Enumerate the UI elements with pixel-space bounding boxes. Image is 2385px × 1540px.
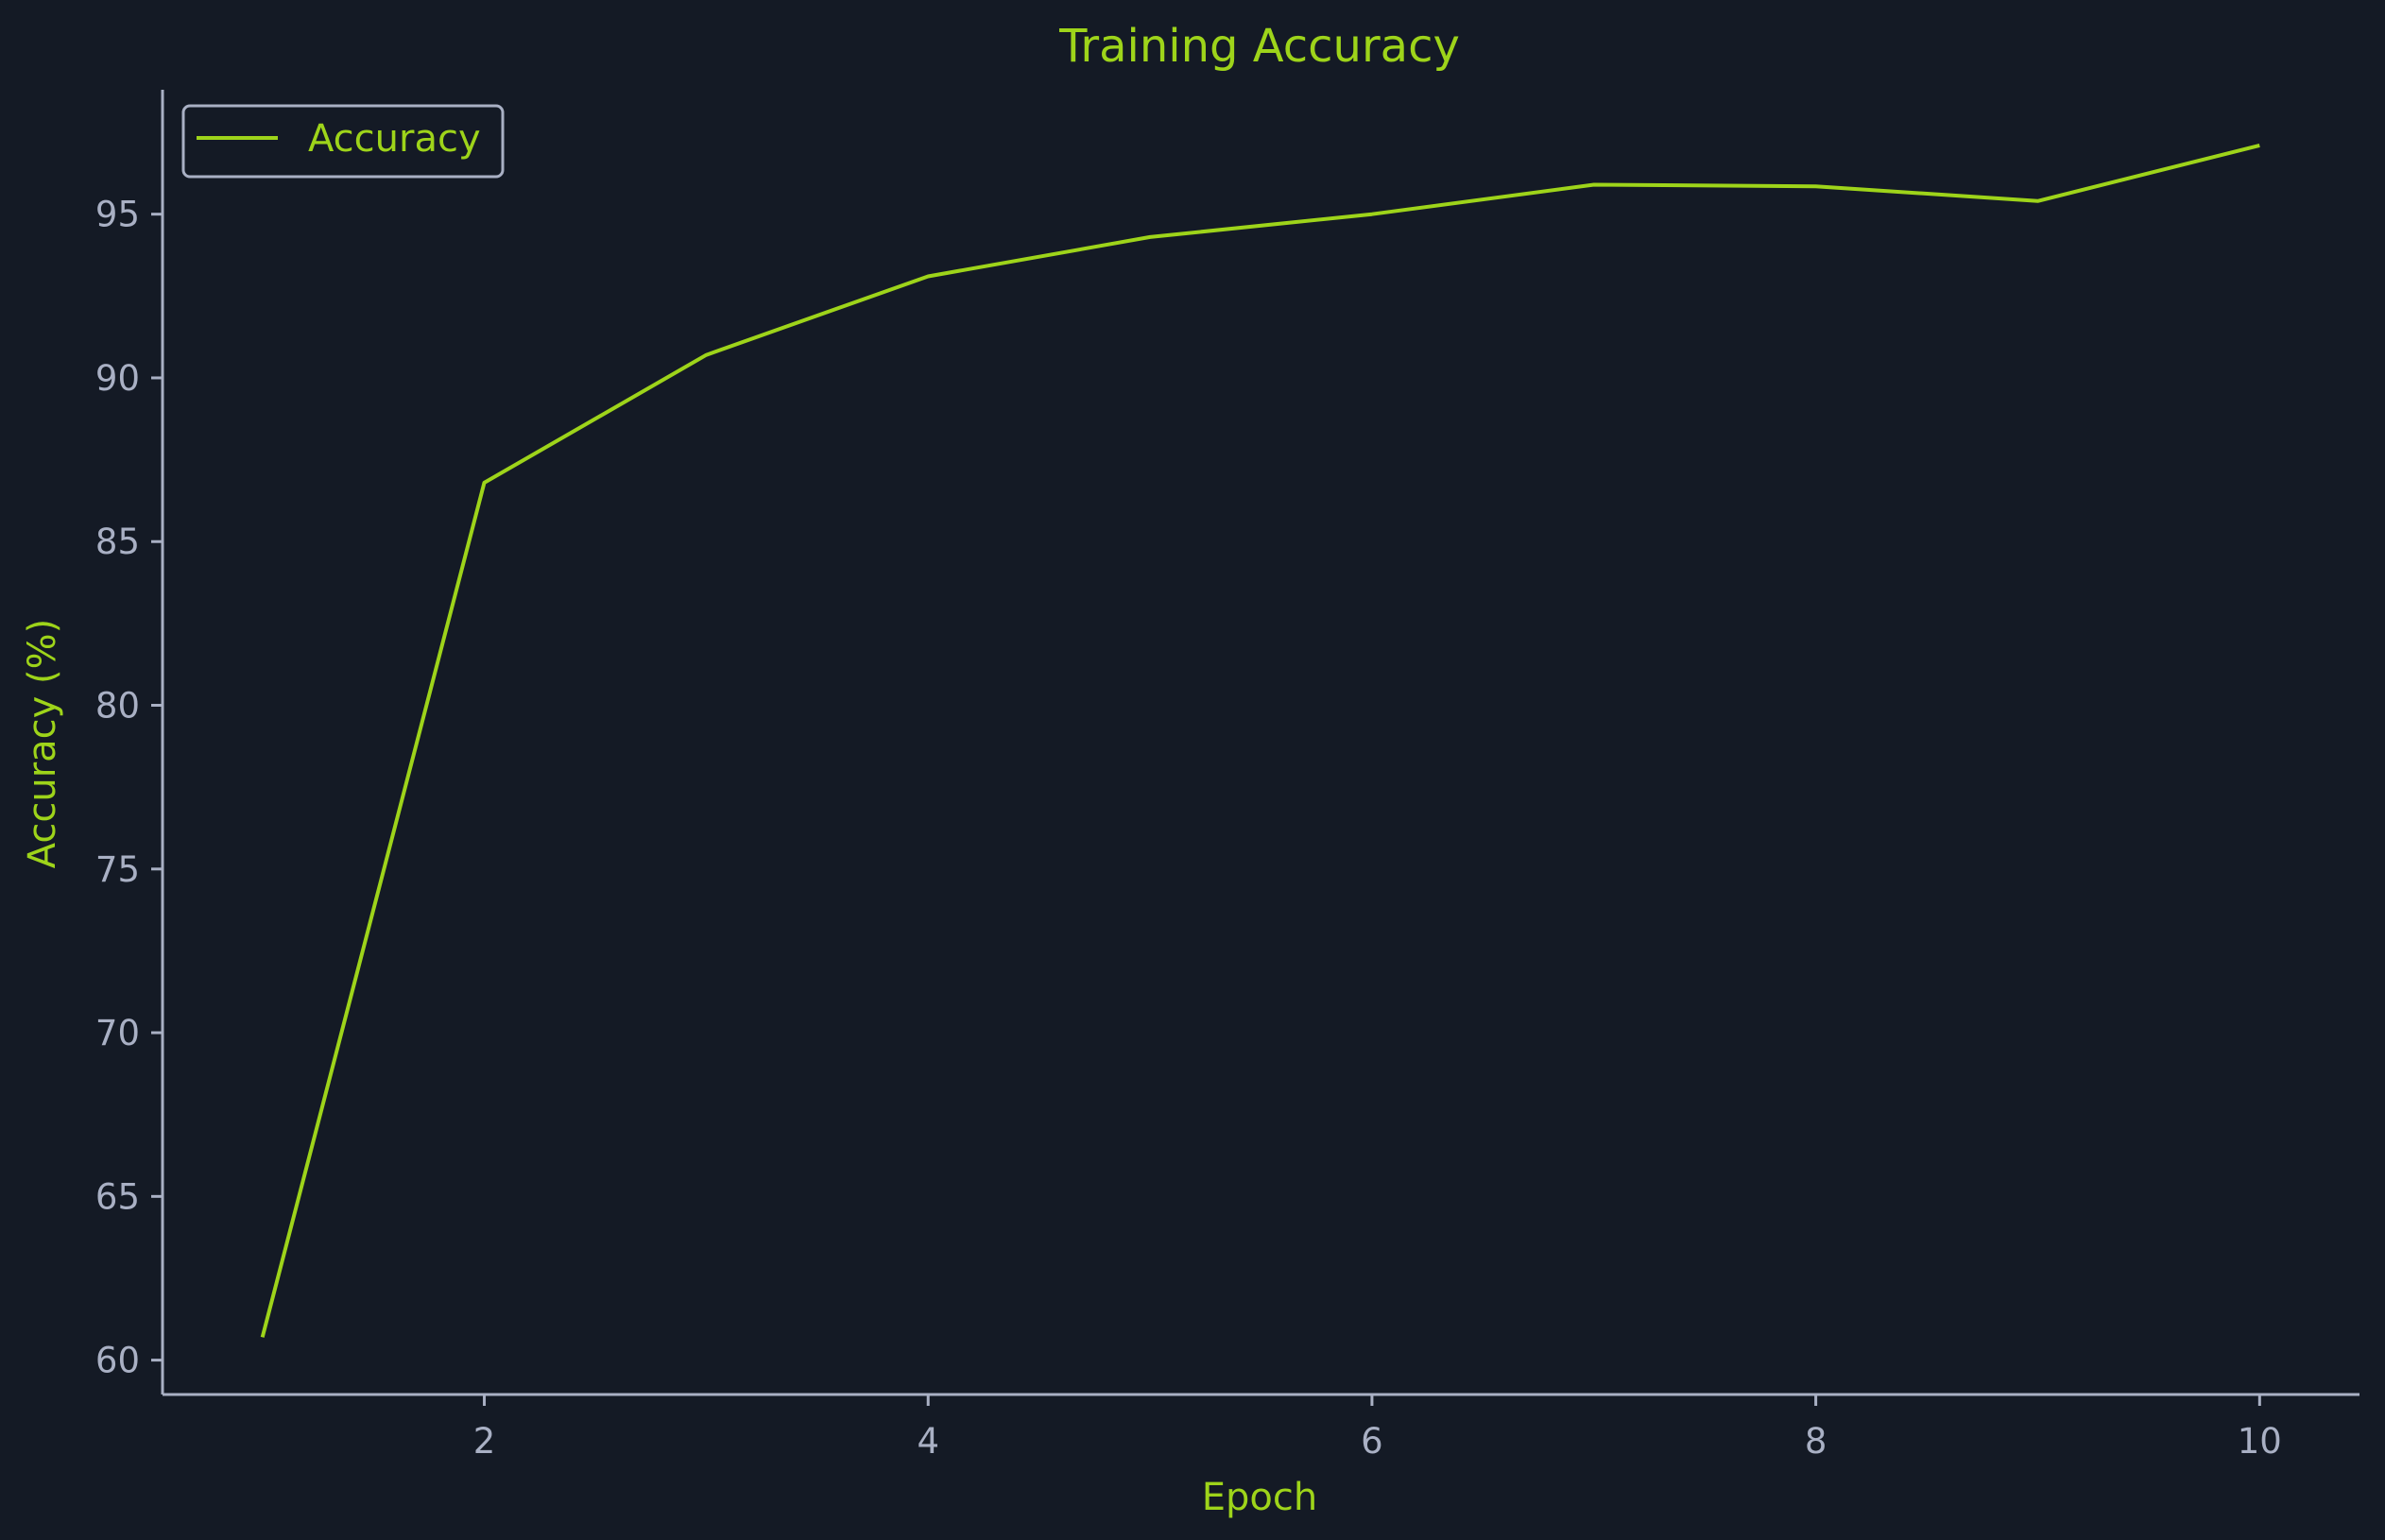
y-tick-label: 95 bbox=[95, 195, 140, 235]
legend-label-accuracy: Accuracy bbox=[308, 117, 481, 161]
chart-title: Training Accuracy bbox=[1058, 20, 1460, 73]
y-tick-label: 85 bbox=[95, 522, 140, 562]
y-axis-label: Accuracy (%) bbox=[21, 619, 64, 869]
y-tick-label: 90 bbox=[95, 358, 140, 399]
x-tick-label: 6 bbox=[1361, 1421, 1383, 1462]
y-tick-label: 75 bbox=[95, 849, 140, 890]
y-tick-label: 70 bbox=[95, 1013, 140, 1053]
legend: Accuracy bbox=[183, 106, 503, 177]
x-tick-label: 4 bbox=[917, 1421, 939, 1462]
y-tick-label: 65 bbox=[95, 1176, 140, 1217]
x-tick-label: 8 bbox=[1805, 1421, 1827, 1462]
x-tick-label: 10 bbox=[2238, 1421, 2282, 1462]
y-tick-label: 80 bbox=[95, 686, 140, 727]
y-tick-label: 60 bbox=[95, 1341, 140, 1381]
x-axis-label: Epoch bbox=[1202, 1476, 1317, 1519]
x-tick-label: 2 bbox=[473, 1421, 496, 1462]
